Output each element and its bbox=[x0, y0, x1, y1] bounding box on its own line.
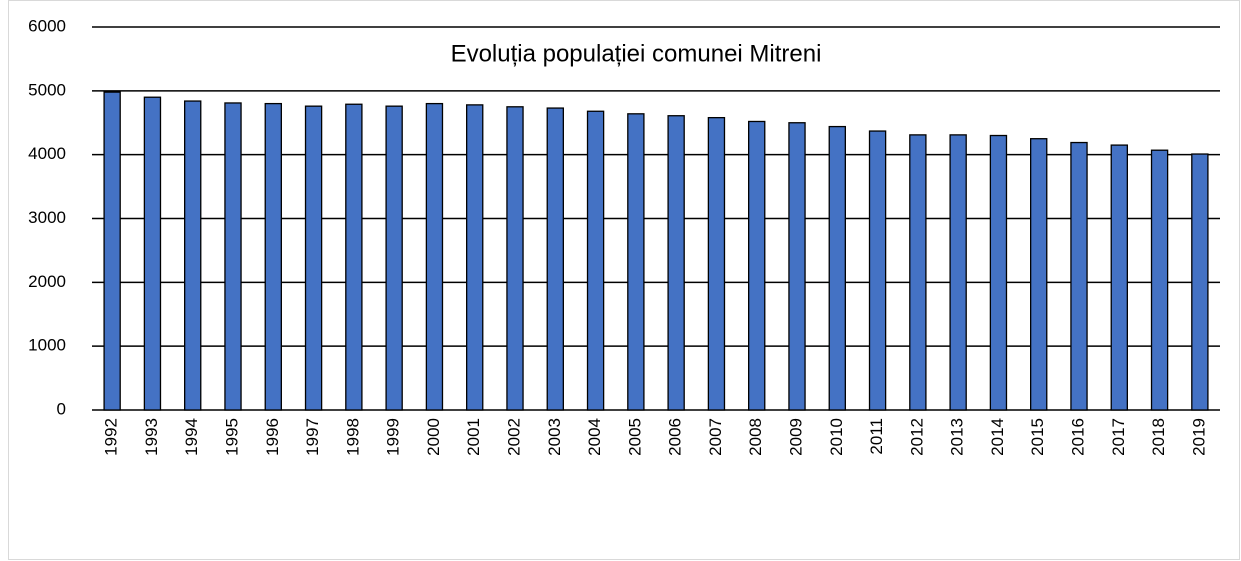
x-tick-label: 1993 bbox=[142, 418, 161, 456]
chart-frame bbox=[8, 0, 1240, 560]
bar bbox=[627, 113, 645, 411]
bar bbox=[586, 110, 605, 411]
x-tick-label: 2001 bbox=[464, 418, 483, 456]
x-tick-label: 1996 bbox=[263, 418, 282, 456]
x-tick-label: 2015 bbox=[1028, 418, 1047, 456]
bar bbox=[828, 125, 846, 411]
bar bbox=[1150, 149, 1169, 411]
y-tick-label: 1000 bbox=[28, 336, 66, 355]
x-tick-label: 2016 bbox=[1068, 418, 1087, 456]
y-tick-label: 5000 bbox=[28, 80, 66, 99]
bar bbox=[264, 102, 282, 411]
x-tick-label: 2002 bbox=[504, 418, 523, 456]
bar bbox=[304, 105, 323, 411]
bar bbox=[667, 115, 685, 411]
bar bbox=[868, 130, 887, 411]
x-tick-label: 2011 bbox=[867, 418, 886, 455]
x-tick-label: 1992 bbox=[102, 418, 121, 456]
x-tick-label: 2008 bbox=[746, 418, 765, 456]
y-tick-label: 4000 bbox=[28, 144, 66, 163]
x-tick-label: 2003 bbox=[545, 418, 564, 456]
x-tick-label: 1998 bbox=[343, 418, 362, 456]
bar bbox=[385, 105, 403, 411]
bar bbox=[466, 104, 484, 411]
bar bbox=[1110, 144, 1128, 411]
x-tick-label: 1999 bbox=[384, 418, 403, 456]
x-tick-label: 2004 bbox=[585, 418, 604, 456]
x-tick-label: 2005 bbox=[625, 418, 644, 456]
bar bbox=[1030, 138, 1048, 411]
x-tick-label: 1997 bbox=[303, 418, 322, 456]
bar bbox=[103, 91, 121, 411]
x-tick-label: 2000 bbox=[424, 418, 443, 456]
y-tick-label: 2000 bbox=[28, 272, 66, 291]
bar bbox=[184, 100, 202, 411]
x-tick-label: 2010 bbox=[827, 418, 846, 456]
bar bbox=[1070, 141, 1088, 411]
x-tick-label: 2018 bbox=[1149, 418, 1168, 456]
y-tick-label: 6000 bbox=[28, 16, 66, 35]
bar bbox=[546, 107, 564, 411]
x-tick-label: 1995 bbox=[222, 418, 241, 456]
y-tick-label: 0 bbox=[57, 399, 66, 418]
bar bbox=[949, 134, 967, 411]
bar bbox=[425, 102, 444, 411]
x-tick-label: 2009 bbox=[786, 418, 805, 456]
bar bbox=[707, 116, 726, 411]
bar bbox=[748, 120, 766, 411]
bar bbox=[788, 122, 806, 411]
x-tick-label: 2012 bbox=[907, 418, 926, 456]
bar bbox=[345, 103, 363, 411]
x-tick-label: 2013 bbox=[948, 418, 967, 456]
x-tick-label: 2007 bbox=[706, 418, 725, 456]
chart-title: Evoluția populației comunei Mitreni bbox=[451, 40, 822, 67]
bar bbox=[909, 134, 927, 411]
bar bbox=[506, 106, 524, 411]
x-tick-label: 2006 bbox=[666, 418, 685, 456]
x-tick-label: 2017 bbox=[1109, 418, 1128, 456]
bar bbox=[989, 134, 1008, 411]
y-tick-label: 3000 bbox=[28, 208, 66, 227]
x-tick-label: 2014 bbox=[988, 418, 1007, 456]
x-tick-label: 1994 bbox=[182, 418, 201, 456]
x-tick-label: 2019 bbox=[1189, 418, 1208, 456]
bar bbox=[224, 102, 242, 411]
bar bbox=[143, 96, 162, 411]
bar bbox=[1191, 153, 1209, 411]
